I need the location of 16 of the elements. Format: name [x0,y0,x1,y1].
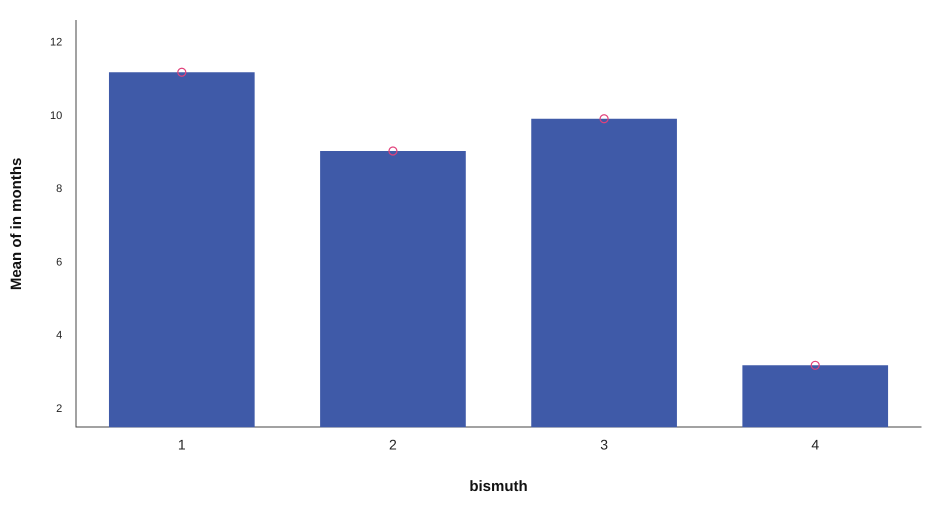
point [177,68,186,77]
point [810,360,820,370]
y-tick-label: 2 [56,402,62,415]
y-tick-label: 6 [56,256,62,268]
y-tick-label: 8 [56,183,62,196]
y-tick-label: 4 [56,330,62,342]
y-tick-label: 12 [50,36,62,49]
x-axis-title: bismuth [469,478,528,496]
x-tick-label: 3 [600,436,608,452]
y-tick-label: 10 [50,110,62,122]
x-tick-label: 1 [178,436,186,452]
point [599,114,609,124]
y-axis-title: Mean of in months [8,158,26,290]
x-tick-label: 4 [811,436,820,452]
point [388,146,398,156]
x-tick-label: 2 [389,436,398,452]
